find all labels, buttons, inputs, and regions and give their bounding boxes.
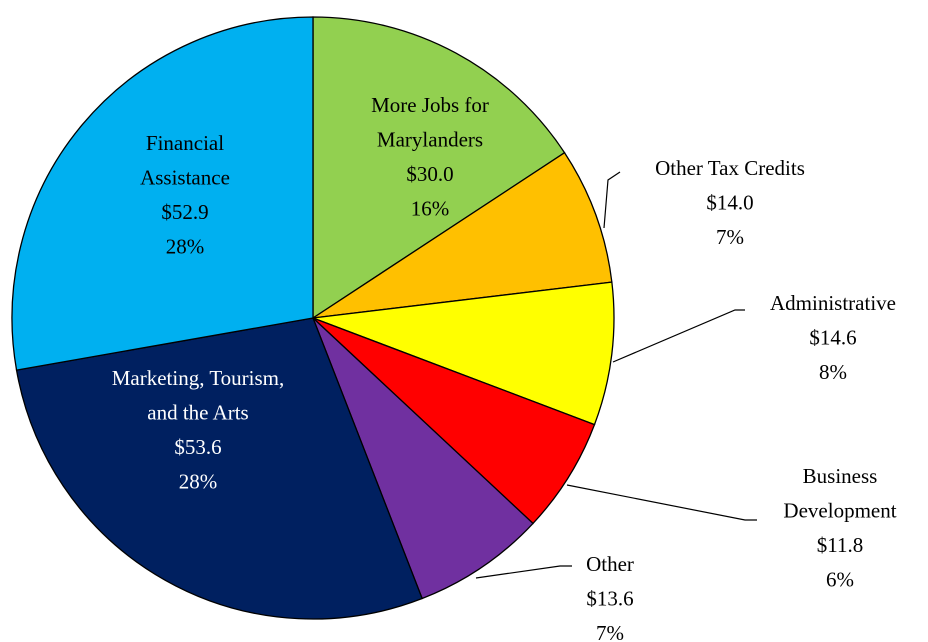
value-label: $14.6	[809, 325, 856, 349]
percent-label: 7%	[596, 621, 624, 642]
value-label: $30.0	[406, 162, 453, 186]
pie-slice	[312, 151, 613, 319]
leader-line	[603, 171, 621, 229]
pie-slice	[312, 16, 566, 320]
pie-slice	[15, 317, 423, 620]
percent-label: 6%	[826, 567, 854, 591]
value-label: $52.9	[161, 200, 208, 224]
leader-line	[475, 565, 572, 579]
percent-label: 28%	[179, 469, 218, 493]
category-label: Administrative	[770, 291, 896, 315]
category-line: Development	[783, 498, 896, 522]
category-label: Other	[586, 552, 634, 576]
value-label: $13.6	[586, 586, 633, 610]
percent-label: 16%	[411, 196, 450, 220]
category-label: Other Tax Credits	[655, 156, 805, 180]
pie-slice	[312, 317, 534, 600]
category-line: More Jobs for	[371, 93, 489, 117]
percent-label: 8%	[819, 360, 847, 384]
leader-line	[612, 309, 745, 363]
category-line: Administrative	[770, 291, 896, 315]
category-line: Marylanders	[377, 127, 483, 151]
category-line: Financial	[146, 131, 224, 155]
category-line: Marketing, Tourism,	[112, 366, 285, 390]
category-line: Other Tax Credits	[655, 156, 805, 180]
value-label: $11.8	[817, 533, 863, 557]
pie-slice	[11, 16, 314, 371]
pie-slice	[312, 281, 615, 426]
category-label: Marketing, Tourism, and the Arts	[112, 366, 285, 425]
category-line: and the Arts	[147, 400, 248, 424]
category-line: Other	[586, 552, 634, 576]
pie-slice	[312, 317, 596, 525]
leader-line	[566, 484, 757, 521]
category-label: Financial Assistance	[140, 131, 230, 190]
value-label: $53.6	[174, 435, 221, 459]
category-label: Business Development	[783, 464, 896, 523]
percent-label: 7%	[716, 225, 744, 249]
category-line: Business	[803, 464, 878, 488]
value-label: $14.0	[706, 190, 753, 214]
category-line: Assistance	[140, 165, 230, 189]
category-label: More Jobs for Marylanders	[371, 93, 489, 152]
percent-label: 28%	[166, 234, 205, 258]
